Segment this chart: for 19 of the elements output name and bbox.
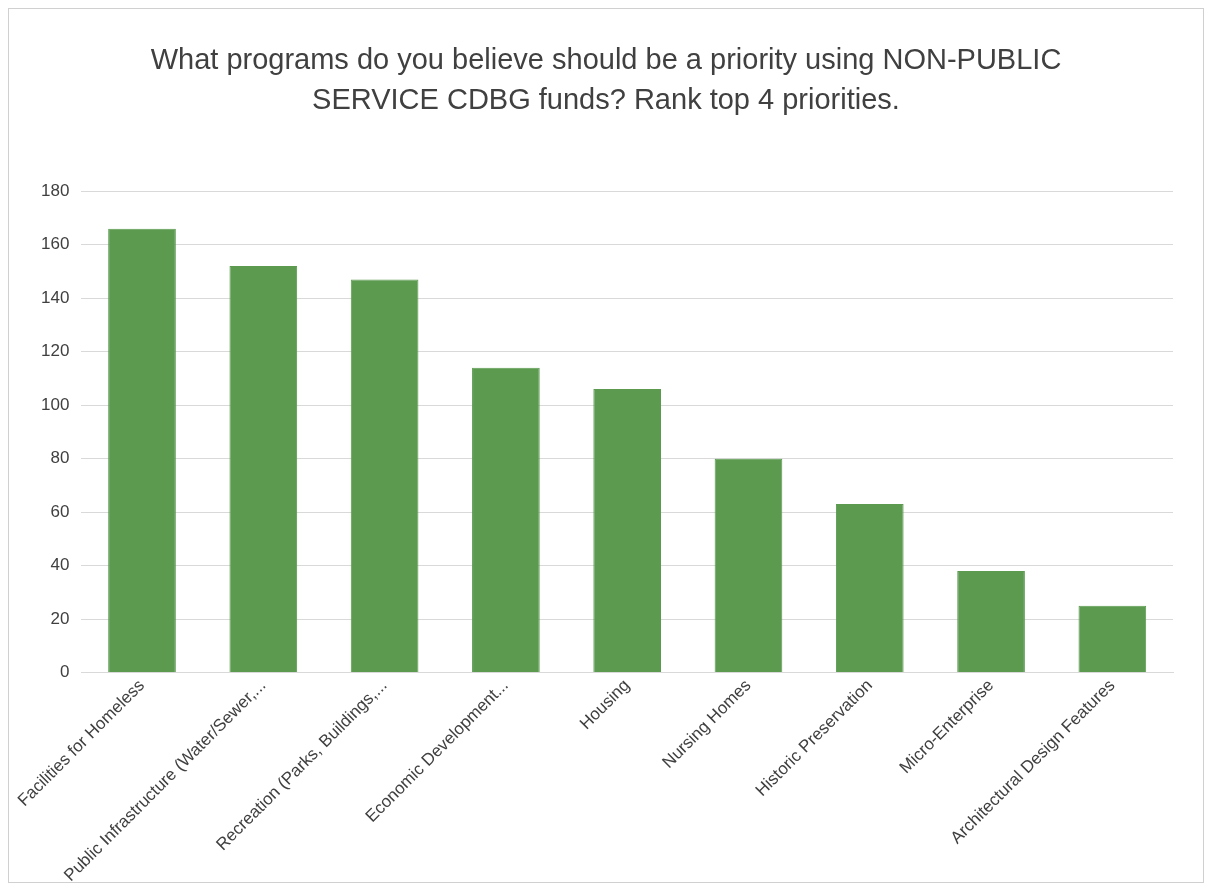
y-tick-label: 0 [59,662,70,682]
y-tick-label: 20 [50,608,70,628]
bar [593,389,662,673]
bar [350,279,419,673]
bar [229,266,298,673]
y-tick-label: 40 [50,555,70,575]
bar [714,458,783,673]
bar [108,228,176,673]
y-tick-label: 100 [40,394,70,414]
y-tick-label: 140 [40,287,70,307]
bar [1078,605,1147,673]
chart-title: What programs do you believe should be a priority using NON-PUBLIC SERVICE CDBG funds? Rank top 4 priorities. [149,42,1063,117]
y-tick-label: 60 [50,501,70,521]
bar [835,504,904,673]
y-tick-label: 80 [50,448,70,468]
y-tick-label: 120 [40,341,70,361]
y-tick-label: 180 [40,180,70,200]
bar [472,367,540,673]
y-tick-label: 160 [40,234,70,254]
